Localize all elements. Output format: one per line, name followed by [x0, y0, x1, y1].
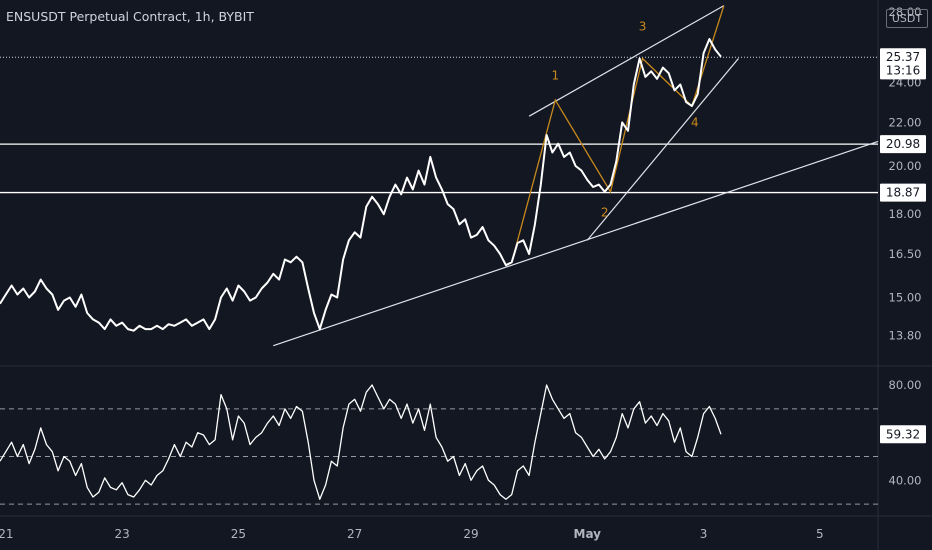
trendline — [273, 140, 879, 347]
wave-label: 2 — [601, 206, 609, 220]
price-label-text: 18.87 — [886, 186, 920, 200]
time-axis-tick-label: 27 — [347, 527, 362, 541]
trendline — [586, 58, 739, 241]
price-axis-label-countdown: 13:16 — [880, 61, 926, 80]
oscillator-axis-tick-label: 80.00 — [889, 378, 922, 392]
time-axis-tick-label: 25 — [231, 527, 246, 541]
price-label-text: 20.98 — [886, 137, 920, 151]
elliott-wave-path — [511, 5, 725, 263]
price-axis-tick-label: 20.00 — [889, 159, 922, 173]
price-label-box — [880, 135, 926, 154]
price-label-box — [880, 61, 926, 80]
price-label-box — [880, 183, 926, 202]
time-axis-tick-label: 21 — [0, 527, 13, 541]
time-axis-tick-label: 5 — [816, 527, 824, 541]
price-axis-label-line: 20.98 — [880, 135, 926, 154]
price-axis-tick-label: 15.00 — [889, 291, 922, 305]
price-axis-tick-label: 16.50 — [889, 247, 922, 261]
time-axis-tick-label: 23 — [114, 527, 129, 541]
price-label-text: 13:16 — [886, 63, 921, 77]
oscillator-series-line — [0, 384, 722, 500]
oscillator-label-box — [880, 425, 926, 444]
price-series-line — [0, 38, 722, 332]
price-axis-tick-label: 22.00 — [889, 115, 922, 129]
oscillator-value-label: 59.32 — [880, 425, 926, 444]
currency-unit-button[interactable]: USDT — [886, 9, 928, 28]
wave-label: 4 — [691, 116, 699, 130]
oscillator-label-text: 59.32 — [886, 427, 920, 441]
wave-label: 1 — [551, 69, 559, 83]
time-axis-tick-label: 3 — [700, 527, 708, 541]
time-axis-tick-label: 29 — [463, 527, 478, 541]
trendline — [528, 5, 725, 117]
price-axis-tick-label: 13.80 — [889, 329, 922, 343]
wave-label: 3 — [639, 19, 647, 33]
chart-title: ENSUSDT Perpetual Contract, 1h, BYBIT — [6, 9, 254, 24]
price-axis-tick-label: 18.00 — [889, 207, 922, 221]
price-axis-tick-label: 28.00 — [889, 5, 922, 19]
time-axis-tick-label: May — [574, 527, 602, 541]
price-axis-label-line: 18.87 — [880, 183, 926, 202]
oscillator-axis-tick-label: 40.00 — [889, 473, 922, 487]
price-label-text: 25.37 — [886, 50, 920, 64]
